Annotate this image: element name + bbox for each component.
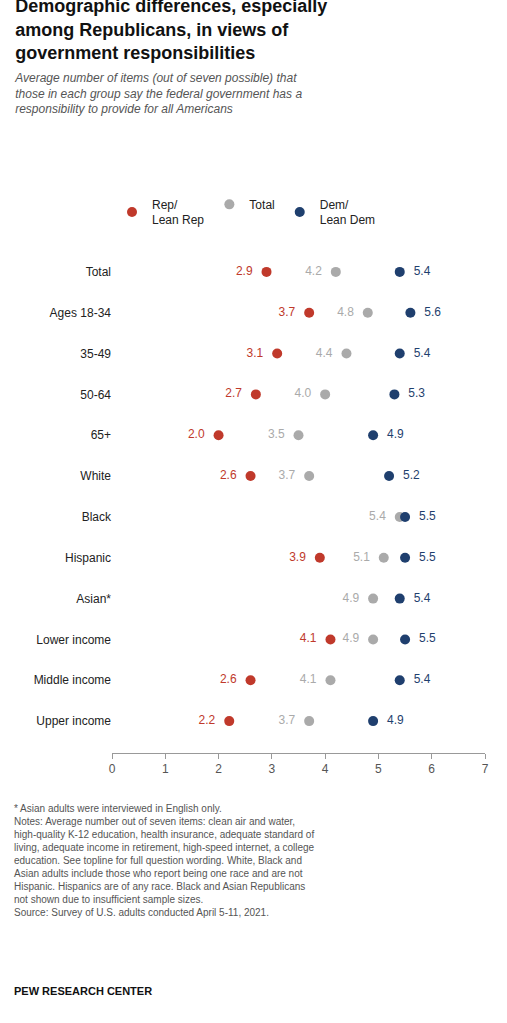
svg-text:Total: Total (249, 198, 274, 212)
svg-text:Asian*: Asian* (76, 592, 111, 606)
svg-text:65+: 65+ (91, 428, 111, 442)
svg-text:5.4: 5.4 (407, 591, 437, 605)
svg-text:2.2: 2.2 (192, 713, 222, 727)
svg-text:3.1: 3.1 (240, 346, 270, 360)
svg-text:7: 7 (482, 762, 489, 776)
svg-text:Dem/Lean Dem: Dem/Lean Dem (320, 198, 375, 228)
svg-text:4.1: 4.1 (293, 672, 323, 686)
svg-text:5.1: 5.1 (346, 550, 376, 564)
svg-text:3.7: 3.7 (272, 713, 302, 727)
svg-text:5.5: 5.5 (412, 550, 442, 564)
svg-text:4.2: 4.2 (299, 264, 329, 278)
svg-text:5.4: 5.4 (407, 346, 437, 360)
svg-text:Total: Total (86, 265, 111, 279)
svg-text:4.0: 4.0 (288, 386, 318, 400)
svg-text:4.9: 4.9 (336, 631, 366, 645)
svg-text:4.4: 4.4 (309, 346, 339, 360)
svg-text:0: 0 (109, 762, 116, 776)
svg-text:5.6: 5.6 (418, 305, 448, 319)
svg-text:5.5: 5.5 (412, 509, 442, 523)
svg-text:2: 2 (215, 762, 222, 776)
svg-text:2.9: 2.9 (229, 264, 259, 278)
svg-text:6: 6 (428, 762, 435, 776)
svg-text:5.3: 5.3 (402, 386, 432, 400)
svg-text:50-64: 50-64 (80, 388, 111, 402)
svg-text:4.8: 4.8 (330, 305, 360, 319)
svg-text:4.9: 4.9 (336, 591, 366, 605)
svg-text:5.4: 5.4 (407, 264, 437, 278)
svg-text:1: 1 (162, 762, 169, 776)
svg-text:5.2: 5.2 (396, 468, 426, 482)
svg-text:2.7: 2.7 (219, 386, 249, 400)
svg-text:PEW RESEARCH CENTER: PEW RESEARCH CENTER (14, 985, 152, 997)
svg-text:4.1: 4.1 (293, 631, 323, 645)
svg-text:Middle income: Middle income (34, 673, 112, 687)
svg-text:Hispanic: Hispanic (65, 551, 111, 565)
svg-text:3.7: 3.7 (272, 305, 302, 319)
svg-text:Upper income: Upper income (36, 714, 111, 728)
svg-text:2.6: 2.6 (213, 468, 243, 482)
svg-text:5.5: 5.5 (412, 631, 442, 645)
svg-text:4.9: 4.9 (380, 427, 410, 441)
svg-text:* Asian adults were interviewe: * Asian adults were interviewed in Engli… (14, 803, 315, 918)
svg-text:2.6: 2.6 (213, 672, 243, 686)
svg-text:5.4: 5.4 (407, 672, 437, 686)
svg-text:5: 5 (375, 762, 382, 776)
svg-text:35-49: 35-49 (80, 347, 111, 361)
svg-text:Black: Black (82, 510, 112, 524)
svg-text:3.5: 3.5 (261, 427, 291, 441)
svg-text:Average number of items (out o: Average number of items (out of seven po… (14, 71, 302, 116)
svg-text:Ages 18-34: Ages 18-34 (50, 306, 112, 320)
svg-text:Rep/Lean Rep: Rep/Lean Rep (152, 198, 204, 228)
svg-text:Demographic differences, espec: Demographic differences, especiallyamong… (15, 0, 327, 63)
svg-text:Lower income: Lower income (36, 633, 111, 647)
svg-text:White: White (80, 469, 111, 483)
svg-text:3: 3 (269, 762, 276, 776)
svg-text:5.4: 5.4 (362, 509, 392, 523)
svg-text:2.0: 2.0 (181, 427, 211, 441)
svg-text:4.9: 4.9 (380, 713, 410, 727)
svg-text:3.7: 3.7 (272, 468, 302, 482)
svg-text:3.9: 3.9 (283, 550, 313, 564)
svg-text:4: 4 (322, 762, 329, 776)
